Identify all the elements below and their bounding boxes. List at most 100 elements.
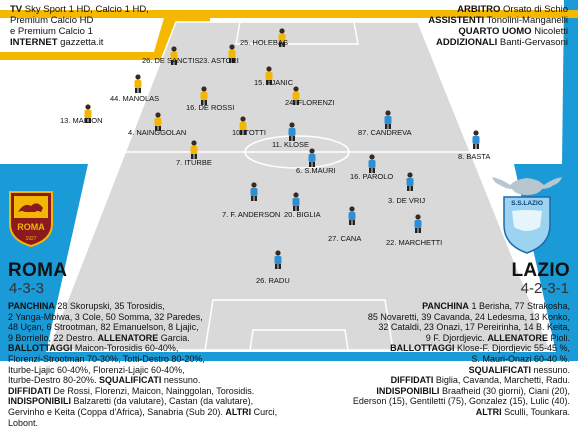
tv-channels-1: Sky Sport 1 HD, Calcio 1 HD, bbox=[24, 4, 149, 15]
lazio-badge-icon: S.S.LAZIO bbox=[492, 177, 562, 254]
official-role: ADDIZIONALI bbox=[436, 37, 498, 48]
roma-name: ROMA bbox=[8, 260, 68, 281]
roma-info-line: Florenzi-Strootman 70-30%, Totti-Destro … bbox=[8, 354, 308, 365]
roma-badge-icon: ROMA 1927 bbox=[9, 191, 53, 248]
lazio-player-label: 87. CANDREVA bbox=[358, 128, 412, 137]
section-text: Braafheid (30 giorni), Ciani (20), bbox=[439, 385, 570, 396]
lazio-player-icon bbox=[412, 214, 424, 239]
roma-info-line: Iturbe-Ljajic 60-40%, Florenzi-Ljajic 60… bbox=[8, 365, 308, 376]
section-text: 48 Uçan, 6 Strootman, 82 Emanuelson, 8 L… bbox=[8, 322, 199, 333]
svg-text:1927: 1927 bbox=[25, 236, 36, 242]
section-label: ALLENATORE bbox=[487, 332, 548, 343]
official-role: ASSISTENTI bbox=[428, 15, 485, 26]
section-label: ALTRI bbox=[225, 406, 252, 417]
section-text: Pioli. bbox=[547, 332, 570, 343]
section-text: nessuno. bbox=[530, 364, 570, 375]
roma-player-icon bbox=[290, 86, 302, 111]
section-label: SQUALIFICATI bbox=[99, 375, 162, 386]
official-row: ADDIZIONALI Banti-Gervasoni bbox=[368, 37, 568, 48]
section-text: S. Mauri-Onazi 60-40 %. bbox=[471, 353, 570, 364]
official-name: Nicoletti bbox=[534, 26, 568, 37]
lazio-player-label: 27. CANA bbox=[328, 234, 362, 243]
lazio-player-label: 11. KLOSE bbox=[272, 140, 309, 149]
lazio-player-label: 3. DE VRIJ bbox=[388, 196, 426, 205]
roma-player-icon bbox=[276, 28, 288, 53]
lazio-info-line: SQUALIFICATI nessuno. bbox=[270, 365, 570, 376]
internet-label: INTERNET bbox=[10, 37, 58, 48]
official-name: Banti-Gervasoni bbox=[499, 37, 568, 48]
section-text: Biglia, Cavanda, Marchetti, Radu. bbox=[433, 375, 570, 386]
section-label: PANCHINA bbox=[422, 301, 469, 311]
roma-player-icon bbox=[237, 116, 249, 141]
section-label: PANCHINA bbox=[8, 301, 55, 311]
lazio-player-icon bbox=[404, 172, 416, 197]
lazio-formation: 4-2-3-1 bbox=[520, 280, 569, 297]
roma-player-label: 44. MANOLAS bbox=[110, 94, 160, 103]
lazio-info-line: 85 Novaretti, 39 Cavanda, 24 Ledesma, 13… bbox=[270, 312, 570, 323]
lazio-player-icon bbox=[290, 192, 302, 217]
roma-info-line: INDISPONIBILI Balzaretti (da valutare), … bbox=[8, 396, 308, 407]
lazio-name: LAZIO bbox=[511, 260, 570, 281]
official-name: Orsato di Schio bbox=[503, 4, 568, 15]
section-text: Curci, Lobont. bbox=[8, 406, 278, 428]
lazio-player-icon bbox=[286, 122, 298, 147]
section-text: Ederson (15), Gentiletti (75), Gonzalez … bbox=[352, 396, 570, 407]
lazio-info-line: 9 F. Djordjevic. ALLENATORE Pioli. bbox=[270, 333, 570, 344]
roma-info-line: Gervinho e Keita (Coppa d'Africa), Sanab… bbox=[8, 407, 308, 428]
roma-player-label: 7. ITURBE bbox=[176, 158, 212, 167]
section-text: De Rossi, Florenzi, Maicon, Nainggolan, … bbox=[50, 385, 255, 396]
roma-player-label: 4. NAINGGOLAN bbox=[128, 128, 187, 137]
roma-player-icon bbox=[198, 86, 210, 111]
section-text: 1 Berisha, 77 Strakosha, bbox=[468, 301, 570, 311]
lazio-player-label: 20. BIGLIA bbox=[284, 210, 321, 219]
lazio-player-label: 26. RADU bbox=[256, 276, 290, 285]
section-label: DIFFIDATI bbox=[8, 385, 51, 396]
section-text: Sculli, Tounkara. bbox=[501, 406, 570, 417]
section-text: Balzaretti (da valutare), Castan (da val… bbox=[71, 396, 254, 407]
lazio-player-icon bbox=[470, 130, 482, 155]
roma-player-label: 10. TOTTI bbox=[232, 128, 266, 137]
section-label: ALTRI bbox=[475, 406, 502, 417]
lazio-info-line: PANCHINA 1 Berisha, 77 Strakosha, bbox=[270, 301, 570, 312]
lazio-player-icon bbox=[382, 110, 394, 135]
section-text: Klose-F. Djordjevic 55-45 %, bbox=[454, 343, 570, 354]
section-text: 2 Yanga-Mbiwa, 3 Cole, 50 Somma, 32 Pare… bbox=[8, 311, 203, 322]
lazio-player-icon bbox=[306, 148, 318, 173]
lazio-player-icon bbox=[272, 250, 284, 275]
roma-player-icon bbox=[82, 104, 94, 129]
lazio-info-line: BALLOTTAGGI Klose-F. Djordjevic 55-45 %, bbox=[270, 343, 570, 354]
section-text: 9 F. Djordjevic. bbox=[425, 332, 488, 343]
roma-player-icon bbox=[168, 46, 180, 71]
lazio-info-line: INDISPONIBILI Braafheid (30 giorni), Cia… bbox=[270, 386, 570, 397]
section-text: 9 Borriello, 22 Destro. bbox=[8, 332, 98, 343]
section-label: DIFFIDATI bbox=[390, 375, 434, 386]
official-name: Tonolini-Manganelli bbox=[486, 15, 568, 26]
roma-player-label: 23. ASTORI bbox=[199, 56, 239, 65]
tv-label: TV bbox=[10, 4, 23, 15]
section-text: 85 Novaretti, 39 Cavanda, 24 Ledesma, 13… bbox=[367, 311, 570, 322]
official-row: ASSISTENTI Tonolini-Manganelli bbox=[368, 15, 568, 26]
roma-player-icon bbox=[188, 140, 200, 165]
lazio-info-line: DIFFIDATI Biglia, Cavanda, Marchetti, Ra… bbox=[270, 375, 570, 386]
roma-player-icon bbox=[132, 74, 144, 99]
section-label: ALLENATORE bbox=[97, 332, 159, 343]
lazio-player-label: 22. MARCHETTI bbox=[386, 238, 443, 247]
lazio-player-icon bbox=[346, 206, 358, 231]
roma-info: PANCHINA 28 Skorupski, 35 Torosidis, 2 Ya… bbox=[8, 301, 308, 428]
lazio-player-icon bbox=[366, 154, 378, 179]
section-text: 32 Cataldi, 23 Onazi, 17 Pereirinha, 14 … bbox=[378, 322, 570, 333]
section-text: Florenzi-Strootman 70-30%, Totti-Destro … bbox=[8, 353, 205, 364]
section-label: SQUALIFICATI bbox=[468, 364, 531, 375]
section-label: BALLOTTAGGI bbox=[390, 343, 455, 354]
roma-info-line: 48 Uçan, 6 Strootman, 82 Emanuelson, 8 L… bbox=[8, 322, 308, 333]
roma-player-label: 16. DE ROSSI bbox=[186, 103, 235, 112]
lazio-info-line: S. Mauri-Onazi 60-40 %. bbox=[270, 354, 570, 365]
section-label: INDISPONIBILI bbox=[376, 385, 440, 396]
section-label: INDISPONIBILI bbox=[8, 396, 72, 407]
internet-link[interactable]: gazzetta.it bbox=[60, 37, 104, 48]
svg-text:ROMA: ROMA bbox=[17, 222, 45, 232]
section-text: Iturbe-Destro 80-20%. bbox=[8, 375, 100, 386]
